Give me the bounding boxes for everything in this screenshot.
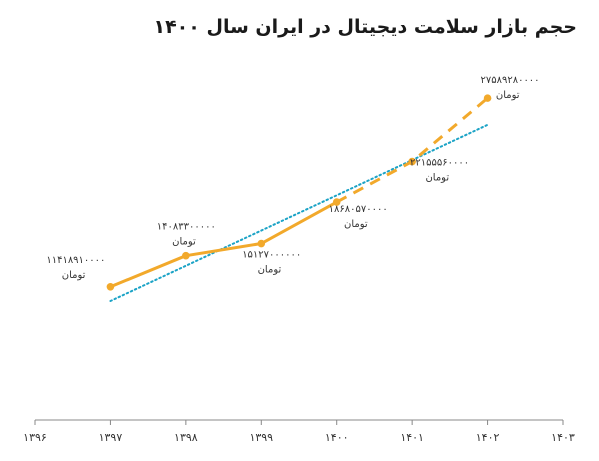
data-label-value: ۱۴۰۸۳۳۰۰۰۰۰ [157, 222, 216, 233]
x-tick-label: ۱۴۰۲ [476, 431, 500, 444]
data-point [408, 157, 416, 166]
x-tick-label: ۱۳۹۶ [23, 431, 47, 444]
data-point [106, 282, 115, 291]
data-point [332, 198, 341, 206]
x-tick-label: ۱۴۰۳ [551, 431, 575, 444]
x-tick-label: ۱۴۰۱ [400, 431, 424, 444]
data-point [257, 239, 266, 248]
series-line-forecast [336, 96, 489, 204]
data-label-unit: تومان [344, 219, 368, 230]
data-label-unit: تومان [172, 237, 196, 248]
x-tick-label: ۱۳۹۸ [174, 431, 198, 444]
data-label-value: ۱۸۶۸۰۵۷۰۰۰۰ [329, 204, 388, 215]
data-point [182, 251, 190, 260]
data-label-value: ۲۲۱۵۵۵۶۰۰۰۰ [410, 158, 469, 169]
chart-title: حجم بازار سلامت دیجیتال در ایران سال ۱۴۰… [153, 16, 577, 38]
data-label-unit: تومان [62, 270, 86, 281]
data-label-value: ۲۷۵۸۹۲۸۰۰۰۰ [480, 75, 539, 86]
data-point [483, 94, 492, 102]
data-label-value: ۱۵۱۲۷۰۰۰۰۰۰ [242, 250, 301, 261]
data-label-unit: تومان [258, 265, 282, 276]
series-line-actual [109, 200, 338, 289]
data-label-unit: تومان [496, 90, 520, 101]
data-label-value: ۱۱۴۱۸۹۱۰۰۰۰ [46, 255, 105, 266]
data-label-unit: تومان [425, 173, 449, 184]
x-tick-label: ۱۴۰۰ [325, 431, 349, 444]
x-tick-label: ۱۳۹۹ [249, 431, 273, 444]
x-tick-label: ۱۳۹۷ [99, 431, 123, 444]
trend-line [109, 123, 489, 302]
